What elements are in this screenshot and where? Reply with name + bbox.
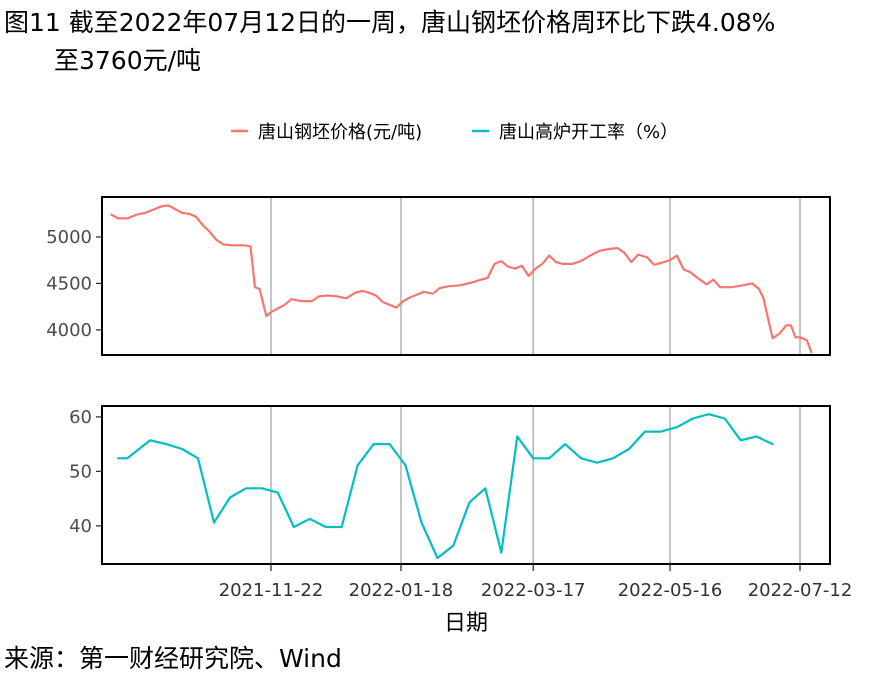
series-line-0 (110, 204, 813, 354)
x-tick-label-3: 2022-05-16 (618, 580, 723, 601)
legend: 唐山钢坯价格(元/吨) 唐山高炉开工率（%） (231, 122, 678, 143)
chart-title-line1: 图11 截至2022年07月12日的一周，唐山钢坯价格周环比下跌4.08% (4, 8, 776, 37)
x-axis-label: 日期 (444, 611, 488, 636)
panel-utilization-frame (101, 405, 831, 565)
x-tick-label-0: 2021-11-22 (219, 580, 324, 601)
x-tick-label-4: 2022-07-12 (748, 580, 853, 601)
y-tick-label-p0-0: 4000 (46, 320, 92, 341)
panel-price-frame (101, 196, 831, 356)
legend-label-price: 唐山钢坯价格(元/吨) (258, 122, 422, 143)
gridlines (270, 198, 801, 563)
axes: 4000 4500 5000 40 50 60 (46, 227, 102, 537)
chart-title: 图11 截至2022年07月12日的一周，唐山钢坯价格周环比下跌4.08% 至3… (4, 4, 775, 80)
x-tick-label-1: 2022-01-18 (349, 580, 454, 601)
source-note: 来源：第一财经研究院、Wind (4, 644, 342, 673)
chart-title-line2: 至3760元/吨 (54, 46, 202, 75)
x-axis: 2021-11-22 2022-01-18 2022-03-17 2022-05-16… (219, 564, 853, 601)
series (110, 204, 813, 560)
y-tick-label-p0-2: 5000 (46, 227, 92, 248)
x-tick-label-2: 2022-03-17 (481, 580, 586, 601)
legend-label-utilization: 唐山高炉开工率（%） (499, 122, 678, 143)
y-tick-label-p1-1: 50 (69, 461, 92, 482)
y-tick-label-p1-2: 60 (69, 407, 92, 428)
series-line-1 (117, 413, 774, 560)
y-tick-label-p1-0: 40 (69, 516, 92, 537)
y-tick-label-p0-1: 4500 (46, 273, 92, 294)
